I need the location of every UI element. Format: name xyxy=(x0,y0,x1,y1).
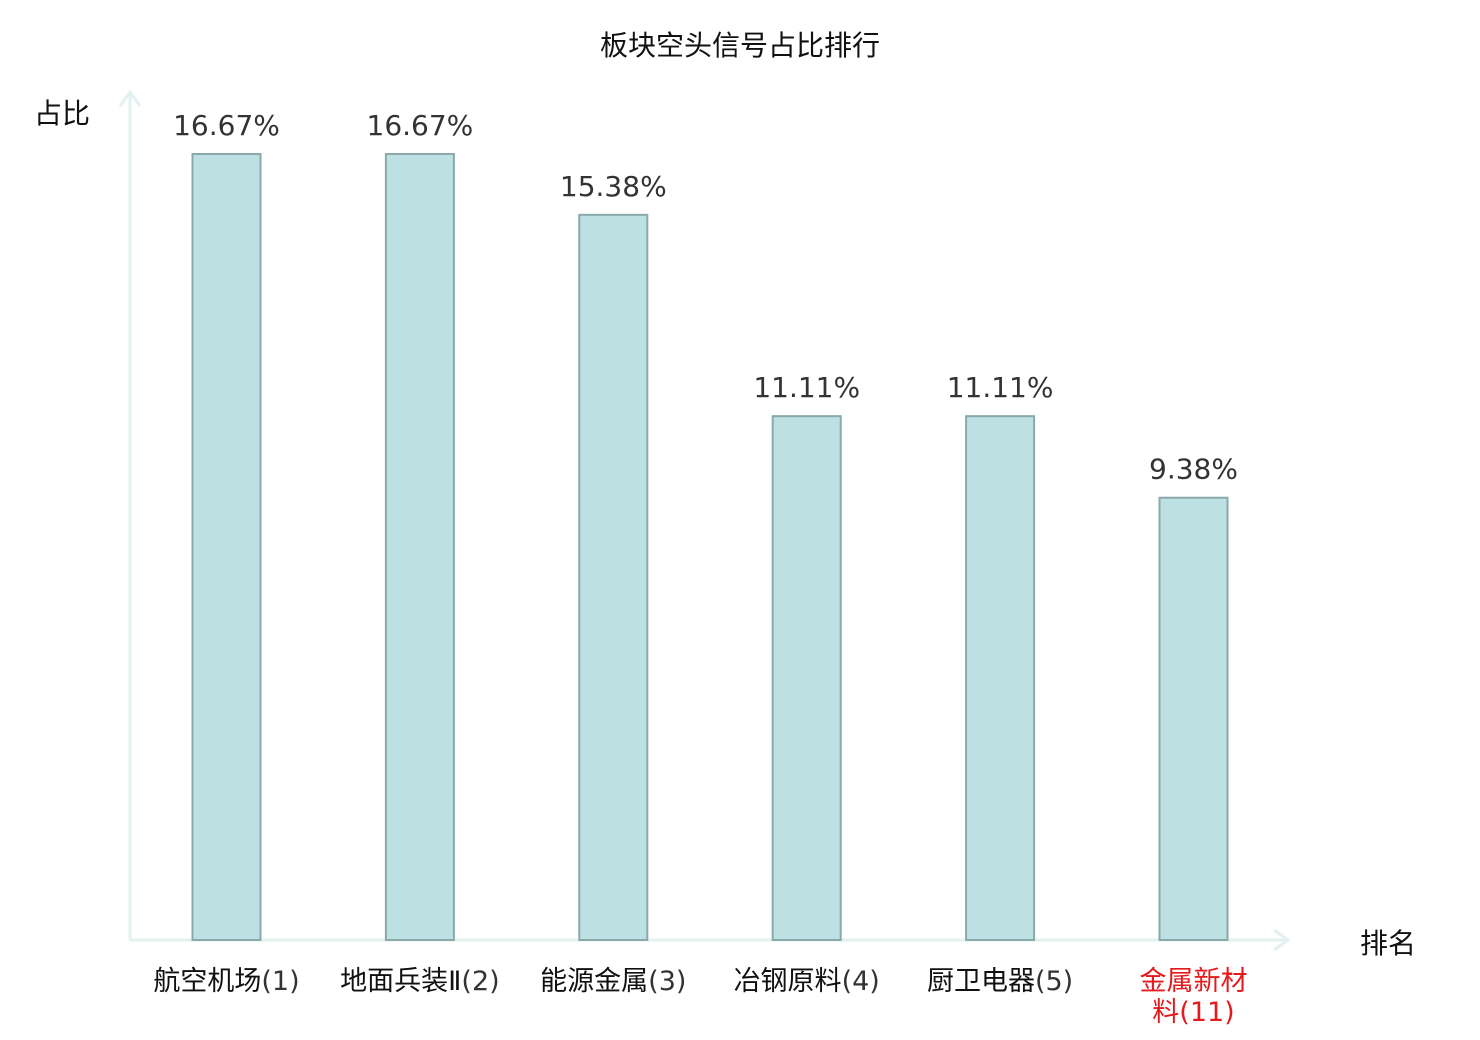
data-label: 15.38% xyxy=(560,170,667,203)
x-tick-label: 厨卫电器(5) xyxy=(926,966,1074,997)
x-tick-label: 航空机场(1) xyxy=(153,966,300,997)
x-tick-label: 金属新材 料(11) xyxy=(1139,966,1248,1028)
x-tick-label: 冶钢原料(4) xyxy=(733,966,880,997)
y-axis-arrow-icon xyxy=(118,89,142,107)
y-axis-label: 占比 xyxy=(34,97,91,130)
x-tick-label: 地面兵装Ⅱ(2) xyxy=(340,966,500,997)
x-tick-label: 能源金属(3) xyxy=(540,966,687,997)
bar xyxy=(771,415,842,941)
data-label: 11.11% xyxy=(947,371,1054,404)
bar xyxy=(578,213,649,942)
bar xyxy=(191,153,262,941)
data-label: 9.38% xyxy=(1149,453,1238,486)
x-axis-label: 排名 xyxy=(1360,927,1417,960)
chart-title: 板块空头信号占比排行 xyxy=(599,29,880,62)
bar xyxy=(1158,496,1229,941)
bar xyxy=(384,153,455,941)
bar xyxy=(965,415,1036,941)
data-label: 11.11% xyxy=(753,371,860,404)
data-label: 16.67% xyxy=(173,109,280,142)
data-label: 16.67% xyxy=(367,109,474,142)
x-axis-arrow-icon xyxy=(1273,928,1291,952)
